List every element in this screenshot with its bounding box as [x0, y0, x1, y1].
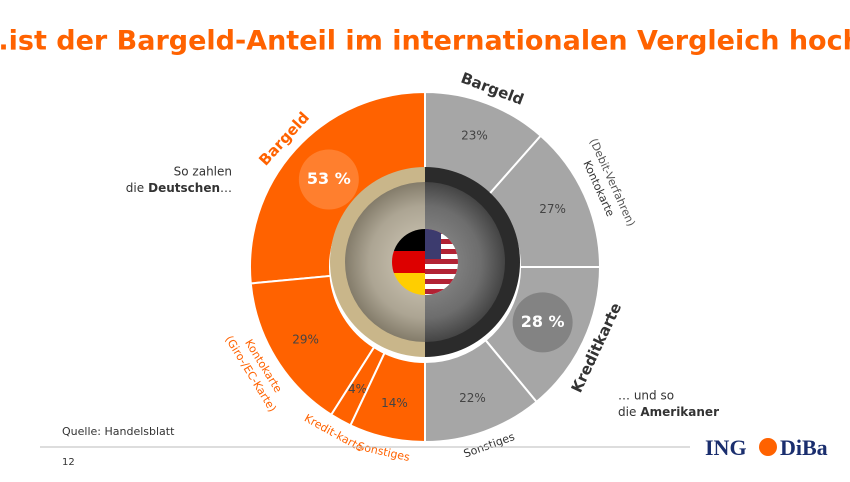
highlight-circle: [298, 149, 359, 210]
caption-line: die Deutschen…: [126, 181, 232, 195]
caption-part: Deutschen: [148, 181, 220, 195]
value-label: 53 %: [307, 169, 351, 188]
caption-line: So zahlen: [174, 165, 232, 179]
logo-left: ING: [705, 435, 747, 460]
category-label: Sonstiges: [356, 440, 411, 464]
logo-right: DiBa: [780, 435, 828, 460]
caption-part: die: [126, 181, 144, 195]
value-label: 4%: [348, 382, 367, 396]
donut-segment: [349, 351, 426, 444]
donut-segment: [424, 338, 538, 444]
caption-part: die: [618, 405, 636, 419]
value-label: 28 %: [521, 312, 565, 331]
value-label: 27%: [539, 202, 566, 216]
coin: [330, 167, 520, 357]
source: Quelle: Handelsblatt: [62, 425, 175, 438]
highlight-circle: [512, 292, 573, 353]
caption-part: Amerikaner: [640, 405, 719, 419]
value-label: 23%: [461, 129, 488, 143]
caption-line: … und so: [618, 389, 674, 403]
donut-segment: [249, 274, 376, 417]
slide-title: ...ist der Bargeld-Anteil im internation…: [0, 26, 850, 57]
caption-line: die Amerikaner: [618, 405, 719, 419]
donut-segment: [329, 345, 386, 427]
caption-part: …: [220, 181, 232, 195]
page-number: 12: [62, 457, 75, 468]
value-label: 29%: [292, 333, 319, 347]
value-label: 22%: [459, 391, 486, 405]
value-label: 14%: [381, 396, 408, 410]
logo: ING DiBa: [705, 435, 828, 460]
logo-lion: [759, 438, 777, 456]
